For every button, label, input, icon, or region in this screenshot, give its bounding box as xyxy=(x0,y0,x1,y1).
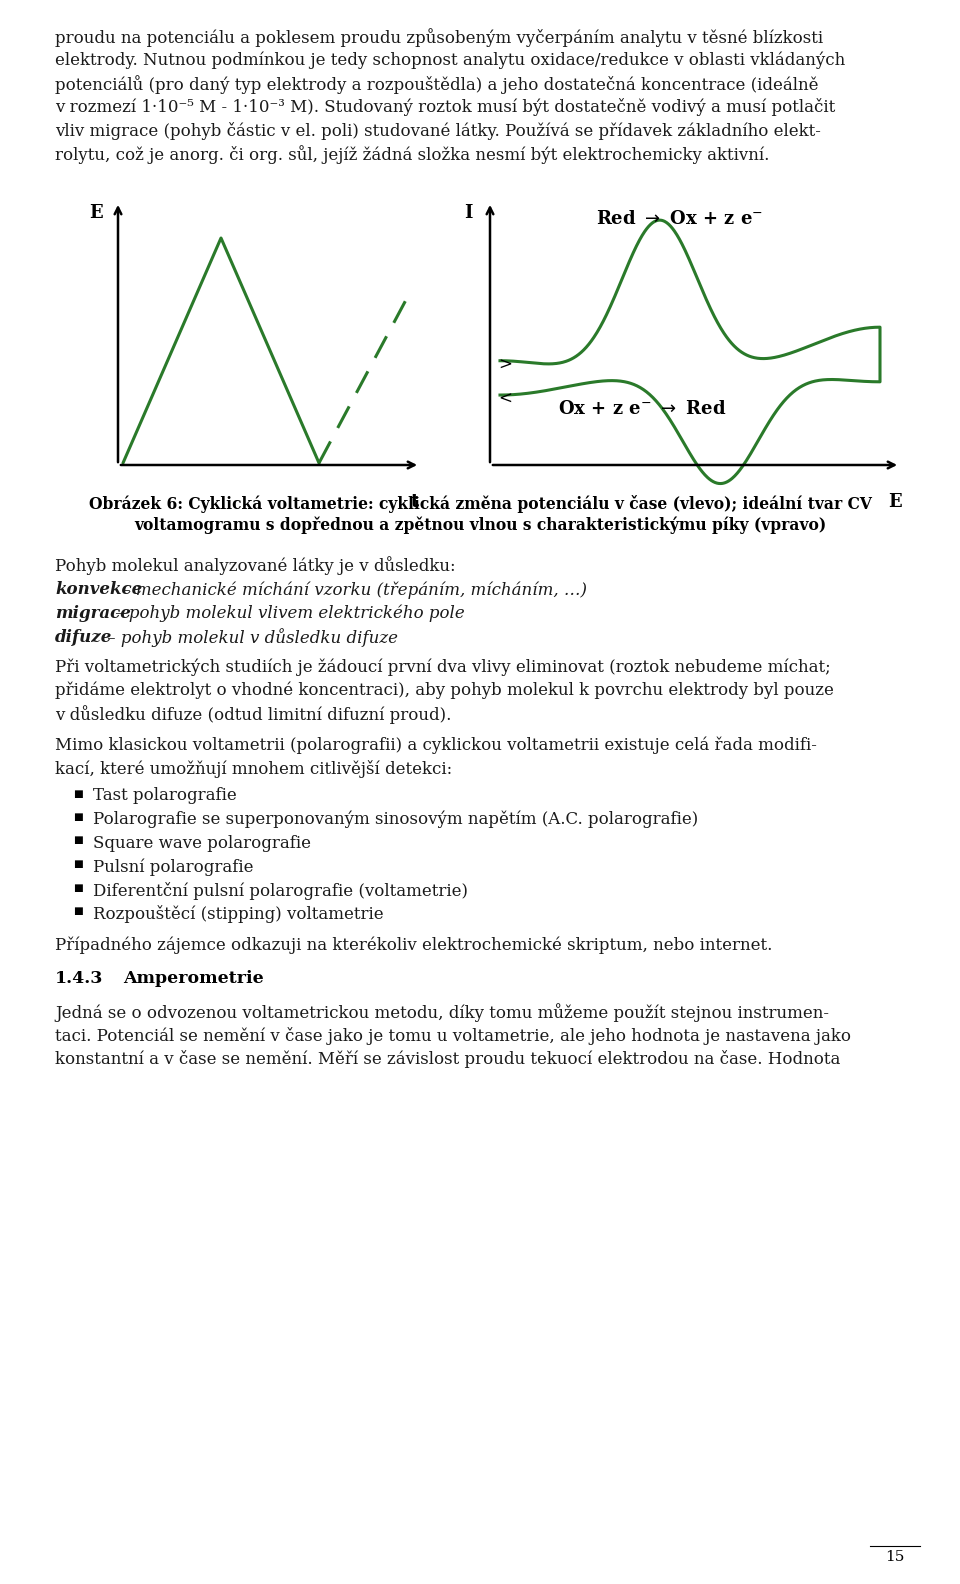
Text: Při voltametrických studiích je žádoucí první dva vlivy eliminovat (roztok nebud: Při voltametrických studiích je žádoucí … xyxy=(55,657,830,675)
Text: Mimo klasickou voltametrii (polarografii) a cyklickou voltametrii existuje celá : Mimo klasickou voltametrii (polarografii… xyxy=(55,737,817,754)
Text: Jedná se o odvozenou voltametrickou metodu, díky tomu můžeme použít stejnou inst: Jedná se o odvozenou voltametrickou meto… xyxy=(55,1004,829,1022)
Text: konstantní a v čase se nemění. Měří se závislost proudu tekuocí elektrodou na ča: konstantní a v čase se nemění. Měří se z… xyxy=(55,1050,840,1069)
Text: v rozmezí 1·10⁻⁵ M - 1·10⁻³ M). Studovaný roztok musí být dostatečně vodivý a mu: v rozmezí 1·10⁻⁵ M - 1·10⁻³ M). Studovan… xyxy=(55,98,835,117)
Text: ■: ■ xyxy=(73,789,83,798)
Text: Ox + z e$^{-}$ $\rightarrow$ Red: Ox + z e$^{-}$ $\rightarrow$ Red xyxy=(559,399,727,418)
Text: ■: ■ xyxy=(73,835,83,846)
Text: Polarografie se superponovaným sinosovým napětím (A.C. polarografie): Polarografie se superponovaným sinosovým… xyxy=(93,811,698,828)
Text: – pohyb molekul v důsledku difuze: – pohyb molekul v důsledku difuze xyxy=(102,629,397,648)
Text: E: E xyxy=(89,204,103,222)
Text: proudu na potenciálu a poklesem proudu způsobeným vyčerpáním analytu v těsné blí: proudu na potenciálu a poklesem proudu z… xyxy=(55,29,823,48)
Text: 15: 15 xyxy=(885,1551,904,1563)
Text: vliv migrace (pohyb částic v el. poli) studované látky. Používá se přídavek zákl: vliv migrace (pohyb částic v el. poli) s… xyxy=(55,122,821,139)
Text: potenciálů (pro daný typ elektrody a rozpouštědla) a jeho dostatečná koncentrace: potenciálů (pro daný typ elektrody a roz… xyxy=(55,74,819,93)
Text: Případného zájemce odkazuji na kterékoliv elektrochemické skriptum, nebo interne: Případného zájemce odkazuji na kterékoli… xyxy=(55,936,773,954)
Text: 1.4.3: 1.4.3 xyxy=(55,969,104,987)
Text: <: < xyxy=(498,391,512,407)
Text: Square wave polarografie: Square wave polarografie xyxy=(93,835,311,852)
Text: E: E xyxy=(888,493,901,512)
Text: Red $\rightarrow$ Ox + z e$^{-}$: Red $\rightarrow$ Ox + z e$^{-}$ xyxy=(596,211,763,228)
Text: migrace: migrace xyxy=(55,605,131,623)
Text: Obrázek 6: Cyklická voltametrie: cyklická změna potenciálu v čase (vlevo); ideál: Obrázek 6: Cyklická voltametrie: cyklick… xyxy=(88,494,872,513)
Text: – mechanické míchání vzorku (třepáním, mícháním, …): – mechanické míchání vzorku (třepáním, m… xyxy=(117,581,588,599)
Text: Tast polarografie: Tast polarografie xyxy=(93,787,237,805)
Text: v důsledku difuze (odtud limitní difuzní proud).: v důsledku difuze (odtud limitní difuzní… xyxy=(55,705,451,724)
Text: Diferentční pulsní polarografie (voltametrie): Diferentční pulsní polarografie (voltame… xyxy=(93,882,468,900)
Text: Pohyb molekul analyzované látky je v důsledku:: Pohyb molekul analyzované látky je v důs… xyxy=(55,556,456,575)
Text: přidáme elektrolyt o vhodné koncentraci), aby pohyb molekul k povrchu elektrody : přidáme elektrolyt o vhodné koncentraci)… xyxy=(55,681,834,699)
Text: Pulsní polarografie: Pulsní polarografie xyxy=(93,859,253,876)
Text: elektrody. Nutnou podmínkou je tedy schopnost analytu oxidace/redukce v oblasti : elektrody. Nutnou podmínkou je tedy scho… xyxy=(55,52,845,70)
Text: ■: ■ xyxy=(73,813,83,822)
Text: I: I xyxy=(464,204,472,222)
Text: ■: ■ xyxy=(73,882,83,892)
Text: – pohyb molekul vlivem elektrického pole: – pohyb molekul vlivem elektrického pole xyxy=(109,605,465,623)
Text: t: t xyxy=(411,493,420,512)
Text: taci. Potenciál se nemění v čase jako je tomu u voltametrie, ale jeho hodnota je: taci. Potenciál se nemění v čase jako je… xyxy=(55,1026,851,1045)
Text: ■: ■ xyxy=(73,906,83,916)
Text: rolytu, což je anorg. či org. sůl, jejíž žádná složka nesmí být elektrochemicky : rolytu, což je anorg. či org. sůl, jejíž… xyxy=(55,146,769,165)
Text: kací, které umožňují mnohem citlivější detekci:: kací, které umožňují mnohem citlivější d… xyxy=(55,760,452,778)
Text: voltamogramu s dopřednou a zpětnou vlnou s charakteristickýmu píky (vpravo): voltamogramu s dopřednou a zpětnou vlnou… xyxy=(133,516,827,534)
Text: konvekce: konvekce xyxy=(55,581,142,599)
Text: difuze: difuze xyxy=(55,629,112,646)
Text: Amperometrie: Amperometrie xyxy=(123,969,264,987)
Text: ■: ■ xyxy=(73,859,83,870)
Text: >: > xyxy=(498,356,512,374)
Text: Rozpouštěcí (stipping) voltametrie: Rozpouštěcí (stipping) voltametrie xyxy=(93,904,384,923)
